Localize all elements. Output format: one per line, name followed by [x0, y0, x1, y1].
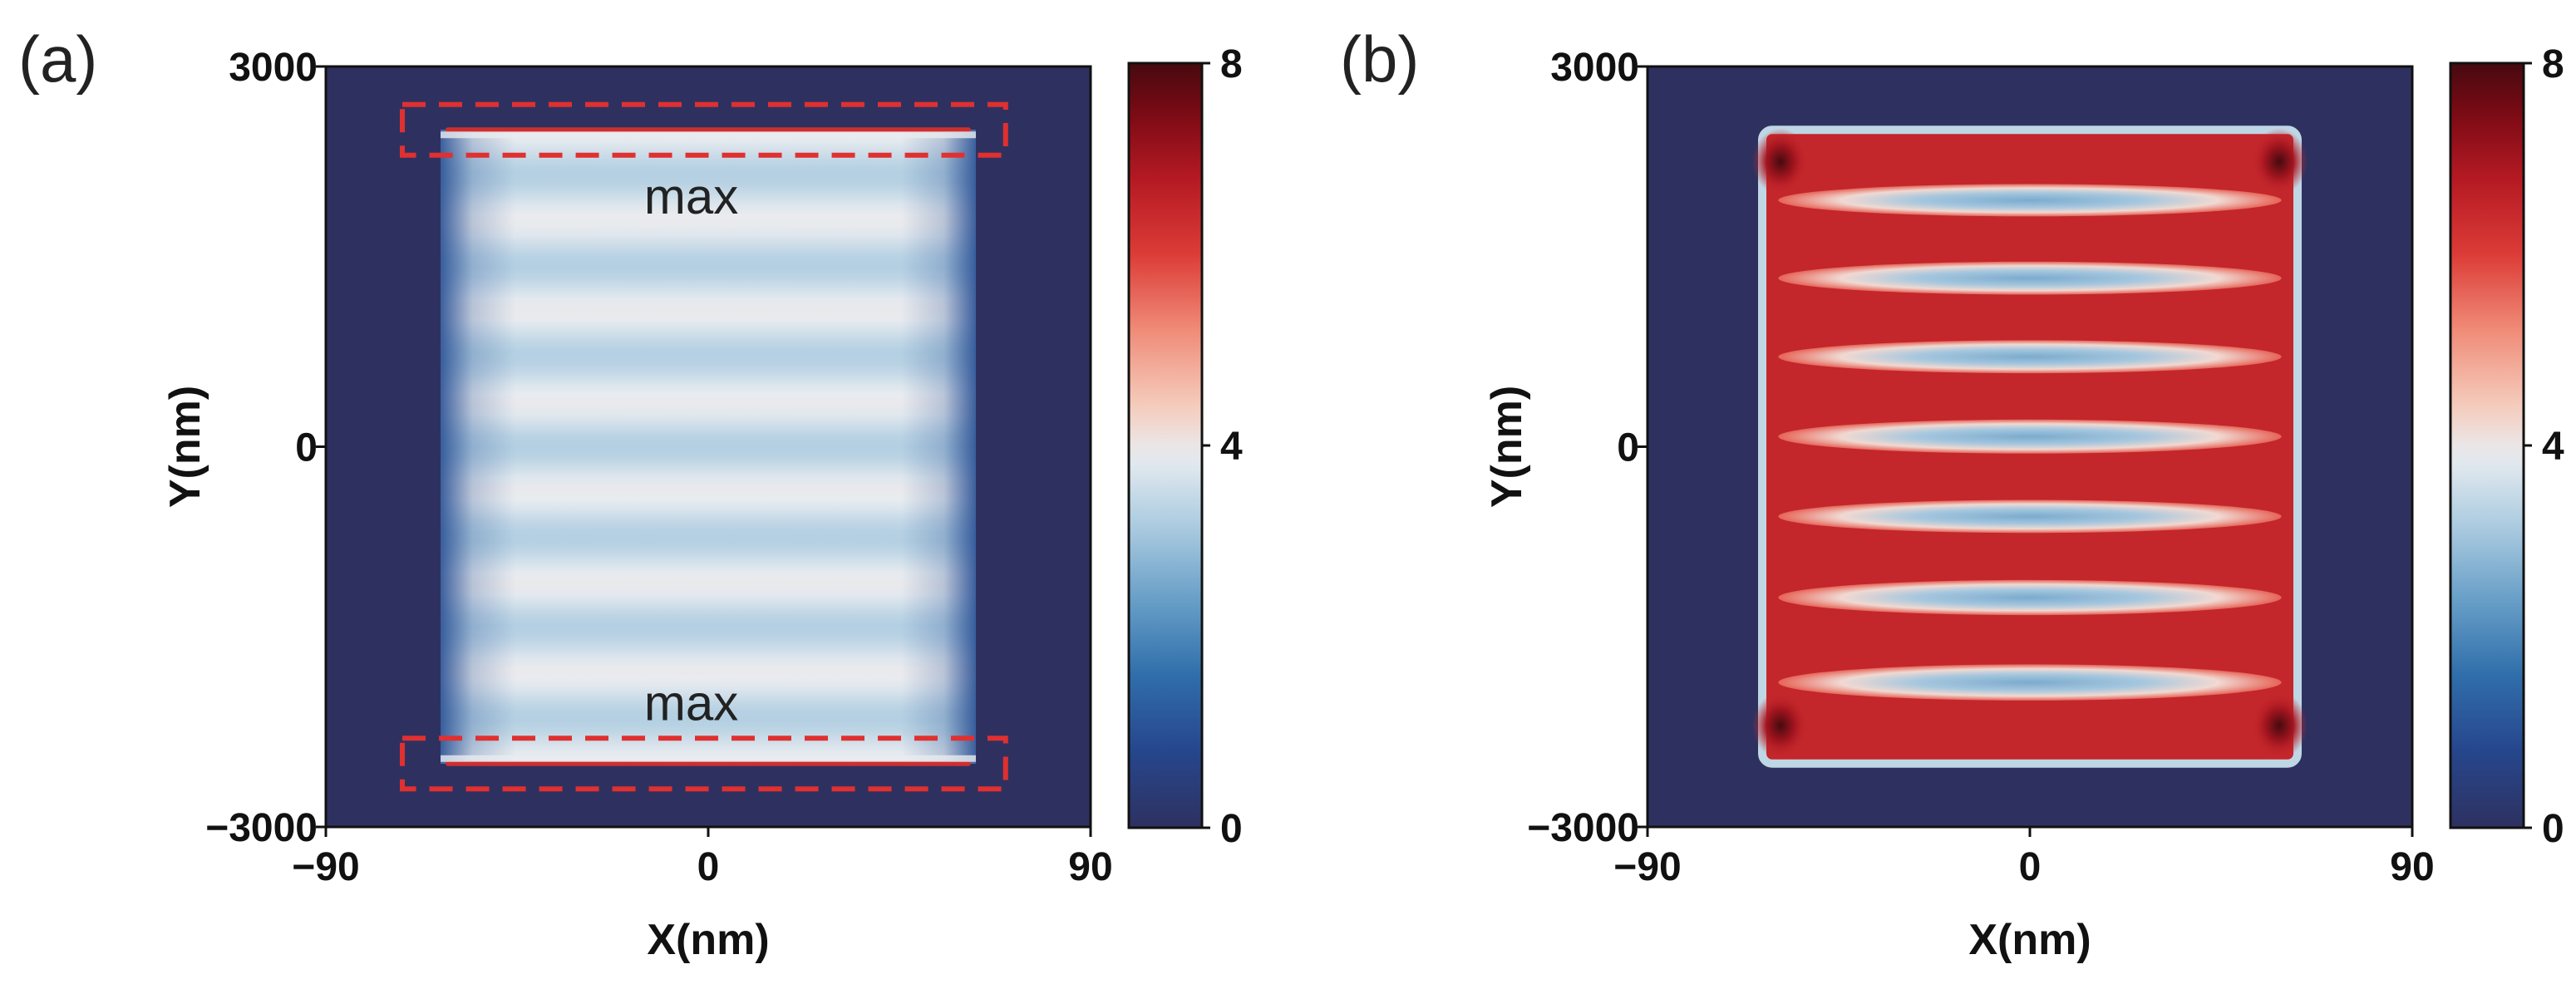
field-gap	[1778, 499, 2282, 534]
max-annotation: max	[644, 169, 738, 224]
colorbar	[1127, 61, 1204, 829]
colorbar-tick-label: 8	[1220, 42, 1243, 86]
edge-maximum	[446, 760, 971, 766]
highlight-box	[400, 101, 1008, 158]
panel-label: (a)	[18, 22, 97, 96]
hot-spot	[2251, 692, 2308, 759]
edge-maximum	[446, 127, 971, 133]
highlight-box	[400, 736, 1008, 792]
field-gap	[1778, 340, 2282, 374]
field-gap	[1778, 664, 2282, 701]
field-gap	[1778, 419, 2282, 454]
max-annotation: max	[644, 675, 738, 731]
panel-label: (b)	[1340, 22, 1419, 96]
y-axis-label: Y(nm)	[161, 386, 209, 508]
x-axis-label: X(nm)	[1968, 916, 2091, 964]
x-tick-label: 0	[697, 845, 720, 889]
x-tick-label: −90	[1613, 845, 1681, 889]
heatmap-panel-b: −90 0 90 3000 0 −3000 X(nm) Y(nm) (b) 8 4 0	[1322, 0, 2576, 980]
colorbar-tick-label: 0	[1220, 807, 1243, 851]
chart-svg: max max −90 0 90 3000 0 −3000 X(nm) Y(nm) (a) 8 4 0	[18, 22, 1243, 964]
field-gap	[1778, 261, 2282, 295]
x-axis-label: X(nm)	[647, 916, 769, 964]
heatmap-panel-a: max max −90 0 90 3000 0 −3000 X(nm) Y(nm) (a) 8 4 0	[18, 22, 1243, 964]
y-axis-label: Y(nm)	[1483, 386, 1531, 508]
y-tick-label: −3000	[1527, 806, 1639, 850]
colorbar-tick-label: 8	[2542, 42, 2564, 86]
colorbar	[2449, 61, 2525, 829]
y-tick-label: 3000	[1550, 46, 1639, 90]
y-tick-label: −3000	[205, 806, 318, 850]
y-tick-label: 0	[295, 426, 318, 470]
colorbar-tick-label: 0	[2542, 807, 2564, 851]
hot-spot	[2251, 128, 2308, 195]
hot-spot	[1752, 692, 1809, 759]
colorbar-tick-label: 4	[2542, 425, 2564, 469]
y-tick-label: 0	[1617, 426, 1639, 470]
hot-spot	[1752, 128, 1809, 195]
x-tick-label: 0	[2019, 845, 2042, 889]
y-tick-label: 3000	[229, 46, 318, 90]
field-gap	[1778, 184, 2282, 217]
colorbar-tick-label: 4	[1220, 425, 1243, 469]
chart-svg: −90 0 90 3000 0 −3000 X(nm) Y(nm) (b) 8 4 0	[1340, 22, 2564, 964]
x-tick-label: 90	[2390, 845, 2434, 889]
x-tick-label: −90	[292, 845, 359, 889]
x-tick-label: 90	[1068, 845, 1112, 889]
field-gap	[1778, 579, 2282, 616]
